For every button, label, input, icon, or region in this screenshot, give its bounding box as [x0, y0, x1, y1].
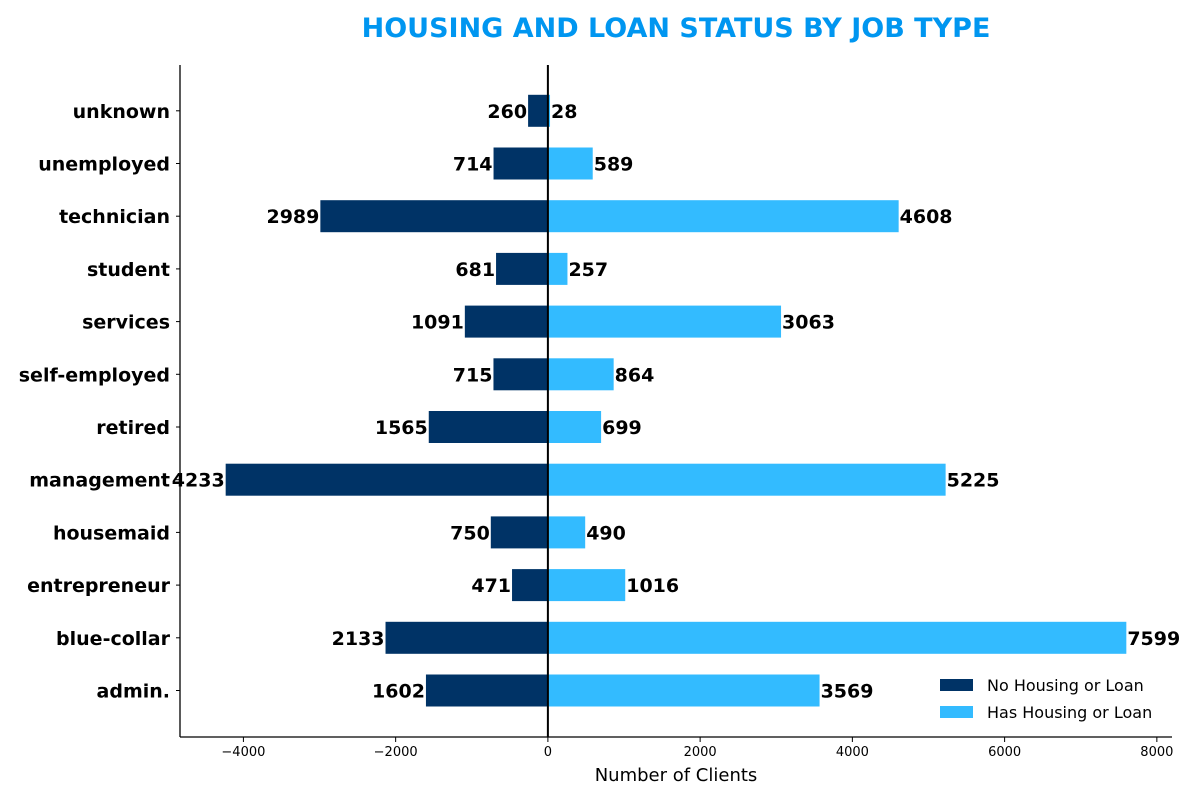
category-label-blue-collar: blue-collar — [56, 628, 171, 650]
category-label-housemaid: housemaid — [53, 522, 170, 544]
x-tick-label-1: −2000 — [374, 745, 418, 760]
axes-group: admin. blue-collar entrepreneur housemaid ma… — [19, 65, 1173, 760]
value-label-blue-collar-no-housing: 2133 — [332, 628, 385, 650]
bar-management-no-housing — [225, 463, 548, 496]
value-label-unemployed-no-housing: 714 — [453, 154, 493, 176]
value-label-services-has-housing: 3063 — [782, 312, 835, 334]
value-label-blue-collar-has-housing: 7599 — [1127, 628, 1180, 650]
bar-services-has-housing — [547, 305, 782, 338]
bar-self-employed-no-housing — [493, 358, 548, 391]
category-label-self-employed: self-employed — [19, 364, 170, 386]
x-tick-label-5: 6000 — [988, 745, 1021, 760]
value-label-self-employed-has-housing: 864 — [615, 364, 655, 386]
value-label-housemaid-no-housing: 750 — [450, 522, 490, 544]
x-tick-label-6: 8000 — [1140, 745, 1173, 760]
category-label-technician: technician — [59, 206, 170, 228]
bar-services-no-housing — [464, 305, 548, 338]
category-label-unemployed: unemployed — [38, 154, 170, 176]
value-label-entrepreneur-has-housing: 1016 — [626, 575, 679, 597]
bar-admin--has-housing — [547, 674, 820, 707]
bar-entrepreneur-has-housing — [547, 569, 626, 602]
bar-student-no-housing — [496, 252, 548, 285]
value-label-admin--no-housing: 1602 — [372, 681, 425, 703]
x-tick-label-4: 4000 — [836, 745, 869, 760]
bar-entrepreneur-no-housing — [512, 569, 548, 602]
value-label-unemployed-has-housing: 589 — [594, 154, 634, 176]
legend-swatch-has-housing — [940, 706, 973, 718]
value-label-technician-no-housing: 2989 — [266, 206, 319, 228]
category-label-management: management — [29, 470, 170, 492]
x-axis-title: Number of Clients — [595, 765, 758, 786]
x-tick-label-2: 0 — [544, 745, 552, 760]
bar-management-has-housing — [547, 463, 946, 496]
value-label-housemaid-has-housing: 490 — [586, 522, 626, 544]
value-label-technician-has-housing: 4608 — [900, 206, 953, 228]
legend-swatch-no-housing — [940, 679, 973, 691]
bars-group: 1602 3569 2133 7599 471 1016 750 490 4233 5225 156… — [172, 94, 1180, 707]
bar-unemployed-has-housing — [547, 147, 593, 180]
bar-unknown-has-housing — [547, 94, 551, 127]
value-label-unknown-has-housing: 28 — [551, 101, 577, 123]
x-tick-label-3: 2000 — [684, 745, 717, 760]
bar-housemaid-has-housing — [547, 516, 586, 549]
bar-technician-has-housing — [547, 200, 899, 233]
bar-blue-collar-has-housing — [547, 621, 1127, 654]
bar-housemaid-no-housing — [490, 516, 548, 549]
category-label-unknown: unknown — [73, 101, 170, 123]
legend-label-no-housing: No Housing or Loan — [987, 676, 1144, 695]
bar-retired-has-housing — [547, 411, 602, 443]
category-label-retired: retired — [96, 417, 170, 439]
legend-label-has-housing: Has Housing or Loan — [987, 703, 1152, 722]
category-label-entrepreneur: entrepreneur — [27, 575, 171, 597]
bar-retired-no-housing — [428, 411, 548, 443]
category-label-student: student — [87, 259, 170, 281]
bar-admin--no-housing — [425, 674, 548, 707]
bar-technician-no-housing — [320, 200, 548, 233]
bar-self-employed-has-housing — [547, 358, 614, 391]
value-label-retired-no-housing: 1565 — [375, 417, 428, 439]
bar-blue-collar-no-housing — [385, 621, 548, 654]
value-label-services-no-housing: 1091 — [411, 312, 464, 334]
bar-student-has-housing — [547, 252, 568, 285]
value-label-student-has-housing: 257 — [568, 259, 608, 281]
chart-title: HOUSING AND LOAN STATUS BY JOB TYPE — [362, 13, 991, 44]
value-label-unknown-no-housing: 260 — [487, 101, 527, 123]
value-label-retired-has-housing: 699 — [602, 417, 642, 439]
legend: No Housing or Loan Has Housing or Loan — [940, 676, 1152, 722]
bar-unemployed-no-housing — [493, 147, 548, 180]
x-tick-label-0: −4000 — [221, 745, 265, 760]
value-label-management-has-housing: 5225 — [947, 470, 1000, 492]
value-label-admin--has-housing: 3569 — [821, 681, 874, 703]
bar-unknown-no-housing — [528, 94, 548, 127]
category-label-admin-: admin. — [97, 681, 170, 703]
value-label-self-employed-no-housing: 715 — [453, 364, 493, 386]
category-label-services: services — [82, 312, 170, 334]
value-label-student-no-housing: 681 — [455, 259, 495, 281]
value-label-management-no-housing: 4233 — [172, 470, 225, 492]
value-label-entrepreneur-no-housing: 471 — [471, 575, 511, 597]
